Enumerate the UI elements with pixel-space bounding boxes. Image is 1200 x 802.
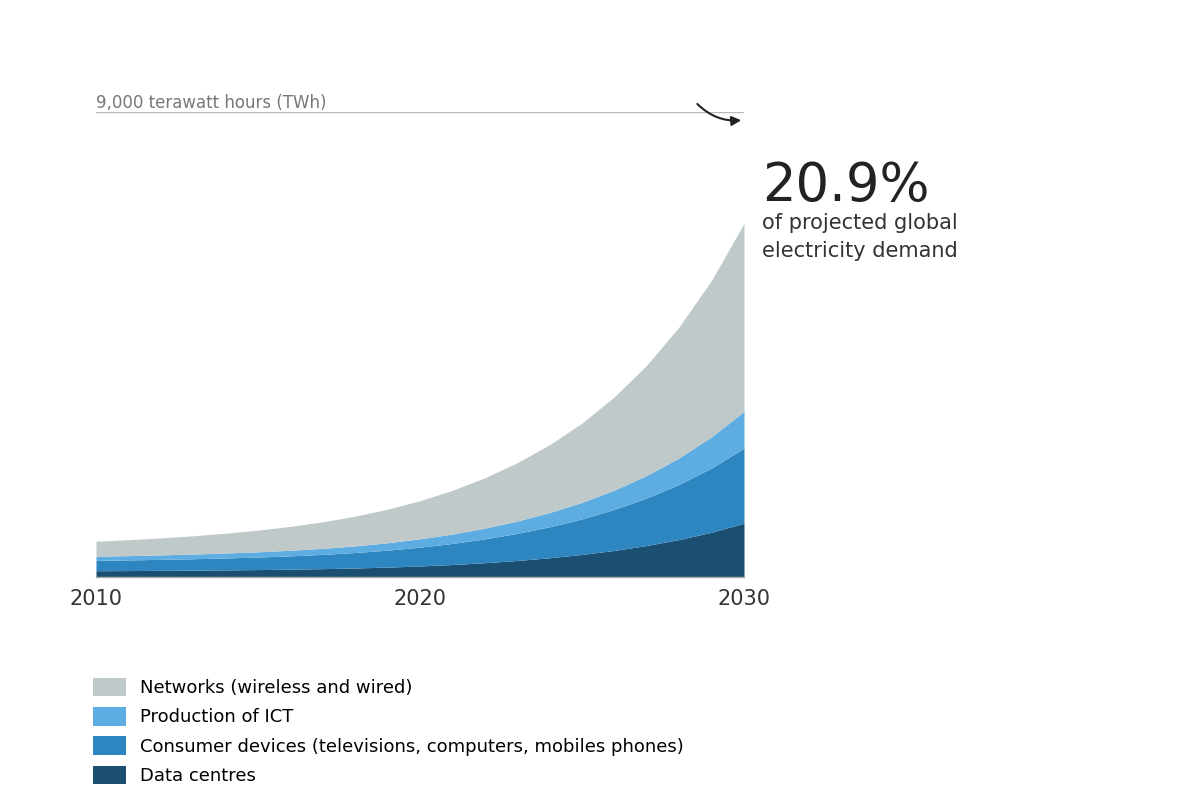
Text: 9,000 terawatt hours (TWh): 9,000 terawatt hours (TWh) [96,95,326,112]
Text: 20.9%: 20.9% [762,160,930,213]
Text: of projected global
electricity demand: of projected global electricity demand [762,213,958,261]
Legend: Networks (wireless and wired), Production of ICT, Consumer devices (televisions,: Networks (wireless and wired), Productio… [94,678,684,785]
